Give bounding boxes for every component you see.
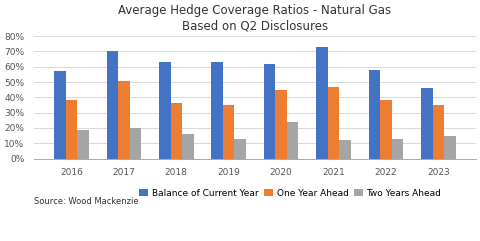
Bar (369, 70, 380, 159)
Bar (380, 100, 392, 159)
Bar (170, 103, 182, 159)
Bar (182, 134, 193, 159)
Bar (328, 87, 339, 159)
Bar (432, 105, 444, 159)
Title: Average Hedge Coverage Ratios - Natural Gas
Based on Q2 Disclosures: Average Hedge Coverage Ratios - Natural … (119, 4, 392, 32)
Bar (54, 71, 66, 159)
Bar (316, 47, 328, 159)
Bar (107, 51, 118, 159)
Legend: Balance of Current Year, One Year Ahead, Two Years Ahead: Balance of Current Year, One Year Ahead,… (135, 185, 445, 201)
Bar (339, 140, 351, 159)
Bar (444, 136, 456, 159)
Bar (264, 64, 276, 159)
Bar (421, 88, 432, 159)
Bar (234, 139, 246, 159)
Bar (130, 128, 141, 159)
Bar (77, 129, 89, 159)
Bar (66, 100, 77, 159)
Bar (223, 105, 234, 159)
Bar (287, 122, 299, 159)
Bar (392, 139, 403, 159)
Bar (159, 62, 170, 159)
Bar (276, 90, 287, 159)
Bar (211, 62, 223, 159)
Text: Source: Wood Mackenzie: Source: Wood Mackenzie (34, 197, 139, 207)
Bar (118, 80, 130, 159)
